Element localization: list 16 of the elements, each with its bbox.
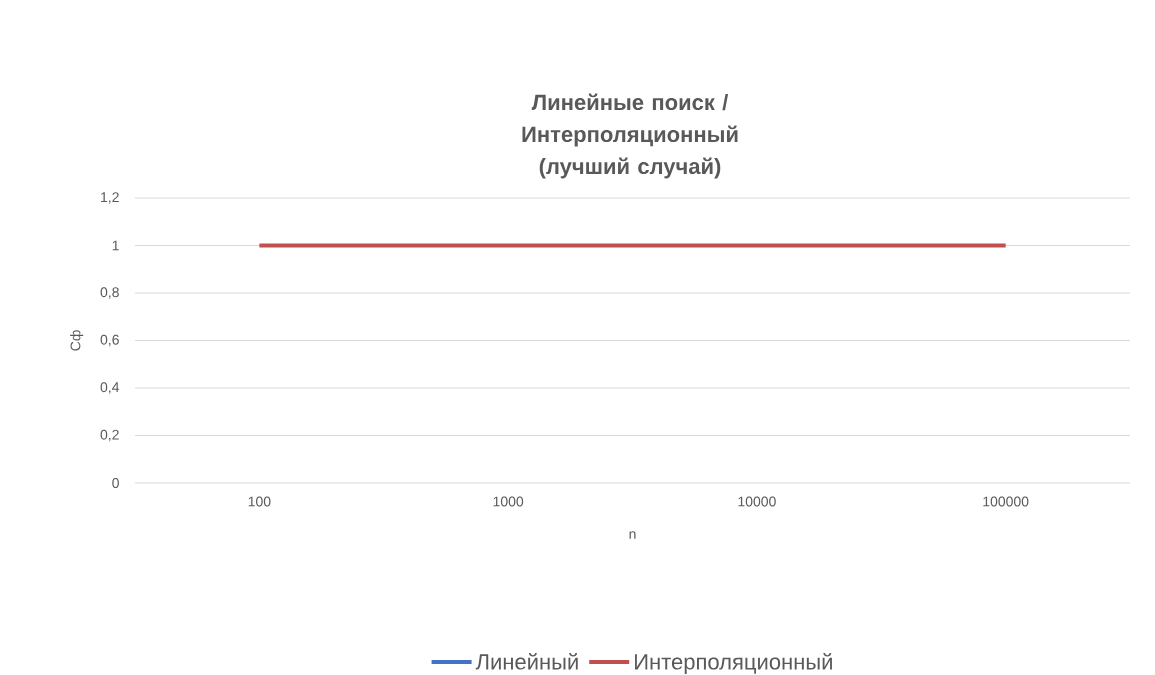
y-tick-label: 0 [112,478,119,489]
y-tick-label: 0,2 [100,429,119,442]
chart-title: Линейные поиск / Интерполяционный (лучший случай) [522,93,738,179]
y-axis-title: Сф [70,330,84,351]
y-tick-label: 0,8 [100,287,119,299]
legend-label: Интерполяционный [635,653,832,675]
x-tick-label: 100000 [983,496,1029,507]
y-tick-label: 1 [112,240,119,251]
x-axis-title: n [629,531,636,539]
y-tick-label: 0,4 [100,382,120,394]
x-tick-label: 1000 [493,496,524,507]
y-tick-label: 0,6 [100,334,119,347]
y-tick-label: 1,2 [101,192,119,204]
x-tick-label: 100 [248,496,271,507]
x-tick-label: 10000 [738,496,776,507]
legend-label: Линейный [475,653,578,670]
